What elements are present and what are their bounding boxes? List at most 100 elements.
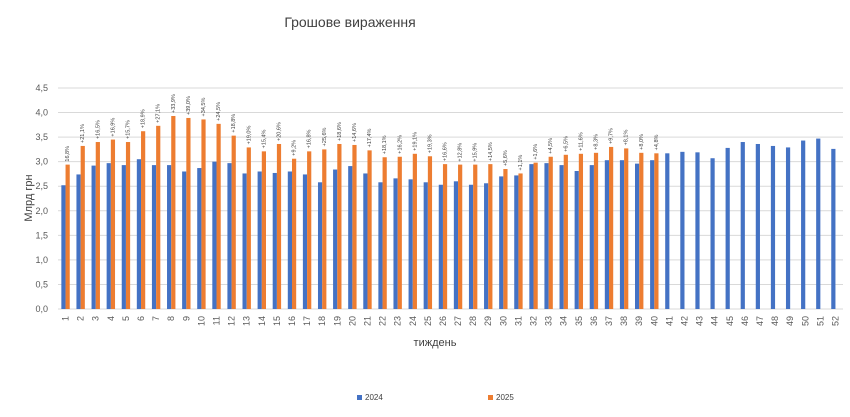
bar-2024-week-10 [197,168,202,309]
x-tick-label: 47 [755,316,765,326]
data-label: +4,5% [548,138,554,154]
bar-2025-week-7 [156,125,161,309]
y-tick-label: 2,5 [35,181,48,191]
data-label: +8,0% [639,134,645,150]
bar-2024-week-18 [317,182,323,309]
bar-2024-week-48 [770,145,776,309]
bar-2025-week-28 [473,164,478,309]
bar-2024-week-20 [348,166,353,309]
x-tick-label: 36 [589,316,599,326]
x-tick-label: 24 [408,316,418,326]
bar-2025-week-5 [125,142,131,309]
data-labels: 16,8% +21,1% +16,5% +16,9% +15,7% +18,9% +27,1… [65,94,660,170]
data-label: +39,0% [186,96,192,115]
x-tick-label: 11 [212,316,222,325]
data-label: +16,6% [443,142,449,161]
bar-2025-week-25 [427,156,433,309]
data-label: +16,8% [307,129,313,148]
x-tick-label: 25 [423,316,433,326]
bar-2025-week-22 [382,157,387,309]
data-label: +21,1% [80,124,86,143]
data-label: +16,2% [397,135,403,154]
bar-2024-week-33 [544,163,549,309]
bar-2025-week-37 [609,146,614,309]
bar-2025-week-24 [412,153,417,309]
x-tick-label: 31 [513,316,523,326]
data-label: +15,9% [473,143,479,162]
bar-2025-week-12 [231,135,236,309]
legend: 2024 2025 [357,393,514,402]
bar-2025-week-21 [367,150,372,309]
bar-2024-week-34 [559,165,564,309]
data-label: +14,6% [352,123,358,142]
x-tick-label: 33 [544,316,554,326]
x-tick-label: 28 [468,316,478,326]
bar-2025-week-33 [548,156,553,309]
data-label: +1,6% [533,144,539,160]
bar-2025-week-31 [518,173,523,309]
data-label: +11,6% [578,132,584,151]
bar-2024-week-46 [740,142,745,309]
x-tick-label: 20 [347,316,357,326]
data-label: +16,9% [110,118,116,137]
x-tick-label: 30 [498,316,508,326]
data-label: +18,6% [337,122,343,141]
x-axis-ticks: 1 2 3 4 5 6 7 8 9 10 11 12 13 14 15 16 17 18 19 20 21 22 23 24 2… [61,316,841,326]
data-label: +16,5% [95,120,101,139]
data-label: +25,6% [322,127,328,146]
bar-2025-week-6 [141,131,146,309]
x-tick-label: 46 [740,316,750,326]
y-tick-label: 1,0 [35,255,48,265]
x-tick-label: 8 [166,316,176,321]
bar-2024-week-40 [650,160,655,309]
bar-2025-week-8 [171,115,176,309]
bar-2025-week-13 [246,147,251,309]
bar-2024-week-13 [242,173,247,309]
x-tick-label: 7 [151,316,161,321]
data-label: +19,0% [246,126,252,145]
legend-label-2024: 2024 [365,393,383,402]
y-tick-label: 4,5 [35,83,48,93]
data-label: +15,4% [261,129,267,148]
x-tick-label: 3 [91,316,101,321]
bar-2024-week-50 [801,140,806,309]
y-tick-label: 0,5 [35,279,48,289]
chart-title: Грошове вираження [284,14,416,30]
bar-2024-week-16 [287,171,292,309]
bar-2024-week-2 [76,174,81,309]
data-label: +27,1% [156,104,162,123]
x-tick-label: 45 [725,316,735,326]
x-tick-label: 51 [815,316,825,326]
data-label: +34,5% [201,98,207,117]
bars [61,115,836,310]
y-tick-label: 3,0 [35,157,48,167]
data-label: +24,5% [216,102,222,121]
bar-2024-week-37 [604,160,610,309]
bar-2025-week-11 [216,123,221,310]
x-tick-label: 22 [378,316,388,326]
data-label: +18,9% [141,109,147,128]
bar-2024-week-51 [816,138,821,309]
x-tick-label: 18 [317,316,327,326]
x-tick-label: 12 [227,316,237,326]
x-tick-label: 26 [438,316,448,326]
y-tick-label: 0,0 [35,304,48,314]
bar-2024-week-7 [151,165,157,309]
bar-2025-week-17 [307,151,312,309]
bar-2025-week-32 [533,162,538,309]
bar-2024-week-14 [257,171,262,309]
legend-label-2025: 2025 [496,393,514,402]
bar-2024-week-36 [589,165,594,309]
data-label: +33,9% [171,94,177,113]
bar-2025-week-30 [503,169,508,309]
x-tick-label: 6 [136,316,146,321]
bar-2024-week-12 [227,163,232,309]
bar-2024-week-11 [212,161,217,309]
bar-2024-week-29 [484,183,489,309]
x-tick-label: 14 [257,316,267,326]
x-tick-label: 35 [574,316,584,326]
bar-2025-week-26 [442,164,448,309]
bar-2024-week-6 [136,159,142,309]
bar-2025-week-10 [201,119,206,309]
bar-2024-week-41 [665,153,670,309]
